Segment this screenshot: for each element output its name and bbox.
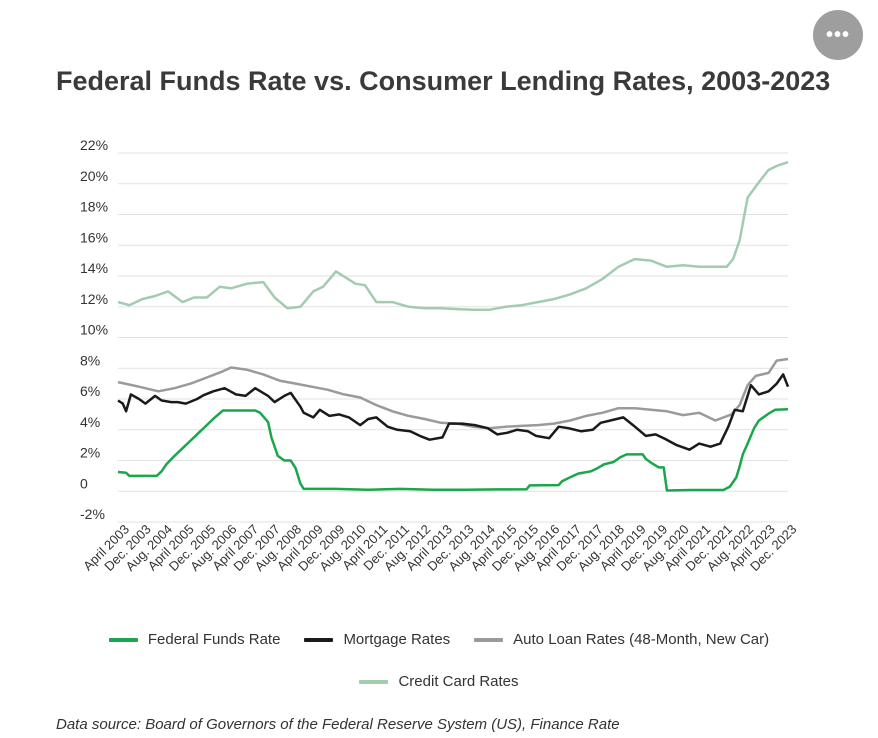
y-axis-ticks: -2% 0 2% 4% 6% 8% 10% 12% 14% 16% 18% 20% 22% xyxy=(80,137,108,522)
chart-title: Federal Funds Rate vs. Consumer Lending … xyxy=(56,66,831,96)
y-tick-label: 14% xyxy=(80,260,108,276)
y-tick-label: 12% xyxy=(80,291,108,307)
chart-plot: -2% 0 2% 4% 6% 8% 10% 12% 14% 16% 18% 20% 22% April … xyxy=(80,137,800,575)
y-tick-label: 2% xyxy=(80,445,100,461)
source-note: Data source: Board of Governors of the F… xyxy=(56,716,620,733)
series-lines xyxy=(117,161,790,492)
more-dots-icon: ••• xyxy=(825,23,850,46)
series-line-federal-funds-rate xyxy=(117,408,789,492)
legend-swatch xyxy=(108,637,138,642)
legend-item-federal-funds[interactable]: Federal Funds Rate xyxy=(108,631,281,648)
y-tick-label: 16% xyxy=(80,229,108,245)
legend-swatch xyxy=(304,637,334,642)
y-tick-label: 6% xyxy=(80,383,100,399)
y-tick-label: 0 xyxy=(80,475,88,491)
grid-lines xyxy=(118,152,788,523)
legend-swatch xyxy=(474,637,504,642)
legend-item-auto-loan[interactable]: Auto Loan Rates (48-Month, New Car) xyxy=(474,631,769,648)
legend-row-2: Credit Card Rates xyxy=(0,673,878,690)
series-line-mortgage-rates xyxy=(117,373,790,451)
y-tick-label: 8% xyxy=(80,352,100,368)
y-tick-label: 20% xyxy=(80,168,108,184)
legend: Federal Funds Rate Mortgage Rates Auto L… xyxy=(0,631,878,648)
legend-label: Auto Loan Rates (48-Month, New Car) xyxy=(513,631,770,648)
legend-label: Credit Card Rates xyxy=(398,673,519,690)
y-tick-label: -2% xyxy=(80,506,105,522)
legend-label: Mortgage Rates xyxy=(343,631,451,648)
series-line-auto-loan-rates-48-month-new-car xyxy=(117,357,789,430)
legend-label: Federal Funds Rate xyxy=(147,631,281,648)
y-tick-label: 10% xyxy=(80,322,108,338)
y-tick-label: 22% xyxy=(80,137,108,153)
y-tick-label: 18% xyxy=(80,199,108,215)
legend-item-mortgage[interactable]: Mortgage Rates xyxy=(304,631,450,648)
series-line-credit-card-rates xyxy=(117,161,789,312)
legend-item-credit-card[interactable]: Credit Card Rates xyxy=(359,673,519,690)
more-options-button[interactable]: ••• xyxy=(813,10,863,60)
legend-swatch xyxy=(359,679,389,684)
y-tick-label: 4% xyxy=(80,414,100,430)
